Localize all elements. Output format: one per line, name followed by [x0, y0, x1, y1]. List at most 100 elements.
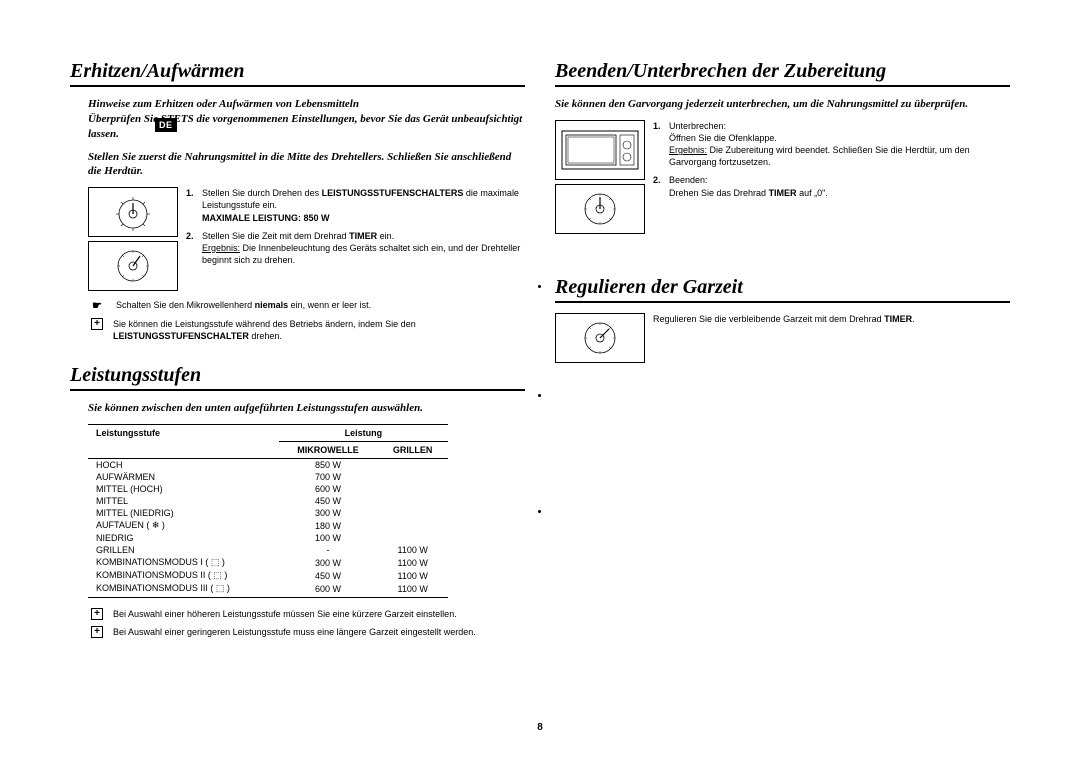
- plus-icon: +: [91, 626, 103, 638]
- cell: MITTEL (HOCH): [88, 483, 279, 495]
- steps-text: Unterbrechen: Öffnen Sie die Ofenklappe.…: [653, 120, 1010, 234]
- note-text: Bei Auswahl einer höheren Leistungsstufe…: [113, 608, 457, 620]
- intro-text: Hinweise zum Erhitzen oder Aufwärmen von…: [88, 97, 525, 142]
- center-fold-dots: [539, 60, 541, 703]
- power-table: Leistungsstufe Leistung MIKROWELLE GRILL…: [88, 424, 448, 598]
- text: ein.: [377, 231, 394, 241]
- step-2: Stellen Sie die Zeit mit dem Drehrad TIM…: [186, 230, 525, 266]
- microwave-icon: [555, 120, 645, 180]
- cell: NIEDRIG: [88, 532, 279, 544]
- table-row: AUFWÄRMEN700 W: [88, 471, 448, 483]
- text: Beenden:: [669, 175, 708, 185]
- cell: 450 W: [279, 569, 378, 582]
- text: LEISTUNGSSTUFENSCHALTERS: [322, 188, 464, 198]
- cell: AUFWÄRMEN: [88, 471, 279, 483]
- dial-illustrations: [555, 313, 645, 363]
- section-heading-stop: Beenden/Unterbrechen der Zubereitung: [555, 60, 1010, 87]
- table-row: HOCH850 W: [88, 459, 448, 472]
- dial-illustrations: [555, 120, 645, 234]
- pointer-icon: ☛: [88, 299, 106, 314]
- cell: MITTEL: [88, 495, 279, 507]
- cell: KOMBINATIONSMODUS III ( ⬚ ): [88, 582, 279, 598]
- cell: 700 W: [279, 471, 378, 483]
- text: TIMER: [349, 231, 377, 241]
- text: Die Zubereitung wird beendet. Schließen …: [669, 145, 970, 167]
- dial-instruction-row: Unterbrechen: Öffnen Sie die Ofenklappe.…: [555, 120, 1010, 234]
- cell: MITTEL (NIEDRIG): [88, 507, 279, 519]
- note-text: Schalten Sie den Mikrowellenherd niemals…: [116, 299, 371, 314]
- body-text: Regulieren Sie die verbleibende Garzeit …: [653, 313, 1010, 363]
- cell: 1100 W: [377, 556, 448, 569]
- timer-dial-icon: [555, 184, 645, 234]
- timer-dial-icon: [88, 241, 178, 291]
- note-row: ☛ Schalten Sie den Mikrowellenherd niema…: [88, 299, 525, 314]
- text: Stellen Sie die Zeit mit dem Drehrad: [202, 231, 349, 241]
- page-number: 8: [537, 722, 543, 733]
- cell: [377, 495, 448, 507]
- cell: 300 W: [279, 507, 378, 519]
- cell: [377, 471, 448, 483]
- table-row: MITTEL (NIEDRIG)300 W: [88, 507, 448, 519]
- text: LEISTUNGSSTUFENSCHALTER: [113, 331, 249, 341]
- cell: [377, 483, 448, 495]
- cell: 100 W: [279, 532, 378, 544]
- text: Regulieren Sie die verbleibende Garzeit …: [653, 314, 884, 324]
- plus-icon: +: [91, 318, 103, 330]
- right-column: Beenden/Unterbrechen der Zubereitung Sie…: [555, 60, 1010, 642]
- cell: KOMBINATIONSMODUS II ( ⬚ ): [88, 569, 279, 582]
- table-row: KOMBINATIONSMODUS I ( ⬚ )300 W1100 W: [88, 556, 448, 569]
- table-row: NIEDRIG100 W: [88, 532, 448, 544]
- cell: -: [279, 544, 378, 556]
- cell: AUFTAUEN ( ❄ ): [88, 519, 279, 532]
- cell: [377, 532, 448, 544]
- cell: 600 W: [279, 582, 378, 598]
- cell: [377, 519, 448, 532]
- table-row: KOMBINATIONSMODUS III ( ⬚ )600 W1100 W: [88, 582, 448, 598]
- step-2: Beenden: Drehen Sie das Drehrad TIMER au…: [653, 174, 1010, 198]
- table-row: GRILLEN-1100 W: [88, 544, 448, 556]
- text: auf „0".: [797, 188, 828, 198]
- cell: 180 W: [279, 519, 378, 532]
- step-1: Unterbrechen: Öffnen Sie die Ofenklappe.…: [653, 120, 1010, 169]
- text: Öffnen Sie die Ofenklappe.: [669, 133, 777, 143]
- section-heading-power: Leistungsstufen: [70, 364, 525, 391]
- text: Ergebnis:: [202, 243, 240, 253]
- section-heading-heating: Erhitzen/Aufwärmen: [70, 60, 525, 87]
- col-header: Leistungsstufe: [88, 425, 279, 459]
- text: Die Innenbeleuchtung des Geräts schaltet…: [202, 243, 520, 265]
- text: Stellen Sie durch Drehen des: [202, 188, 322, 198]
- note-row: + Bei Auswahl einer höheren Leistungsstu…: [88, 608, 525, 620]
- dial-instruction-row: Stellen Sie durch Drehen des LEISTUNGSST…: [88, 187, 525, 291]
- text: niemals: [255, 300, 289, 310]
- text: TIMER: [769, 188, 797, 198]
- cell: KOMBINATIONSMODUS I ( ⬚ ): [88, 556, 279, 569]
- text: ein, wenn er leer ist.: [288, 300, 371, 310]
- col-subheader: GRILLEN: [377, 442, 448, 459]
- text: Sie können die Leistungsstufe während de…: [113, 319, 416, 329]
- note-row: + Sie können die Leistungsstufe während …: [88, 318, 525, 342]
- cell: 1100 W: [377, 544, 448, 556]
- note-text: Bei Auswahl einer geringeren Leistungsst…: [113, 626, 476, 638]
- left-column: Erhitzen/Aufwärmen Hinweise zum Erhitzen…: [70, 60, 525, 642]
- cell: [377, 507, 448, 519]
- table-row: KOMBINATIONSMODUS II ( ⬚ )450 W1100 W: [88, 569, 448, 582]
- table-row: AUFTAUEN ( ❄ )180 W: [88, 519, 448, 532]
- text: Ergebnis:: [669, 145, 707, 155]
- dial-instruction-row: Regulieren Sie die verbleibende Garzeit …: [555, 313, 1010, 363]
- steps-text: Stellen Sie durch Drehen des LEISTUNGSST…: [186, 187, 525, 291]
- col-subheader: MIKROWELLE: [279, 442, 378, 459]
- table-row: MITTEL (HOCH)600 W: [88, 483, 448, 495]
- plus-icon: +: [91, 608, 103, 620]
- cell: 850 W: [279, 459, 378, 472]
- intro-text: Sie können den Garvorgang jederzeit unte…: [555, 97, 1010, 112]
- step-1: Stellen Sie durch Drehen des LEISTUNGSST…: [186, 187, 525, 223]
- text: Schalten Sie den Mikrowellenherd: [116, 300, 255, 310]
- cell: 1100 W: [377, 582, 448, 598]
- intro-text-2: Stellen Sie zuerst die Nahrungsmittel in…: [88, 150, 525, 180]
- power-dial-icon: [88, 187, 178, 237]
- dial-illustrations: [88, 187, 178, 291]
- note-text: Sie können die Leistungsstufe während de…: [113, 318, 525, 342]
- text: Unterbrechen:: [669, 121, 726, 131]
- cell: [377, 459, 448, 472]
- text: MAXIMALE LEISTUNG: 850 W: [202, 213, 330, 223]
